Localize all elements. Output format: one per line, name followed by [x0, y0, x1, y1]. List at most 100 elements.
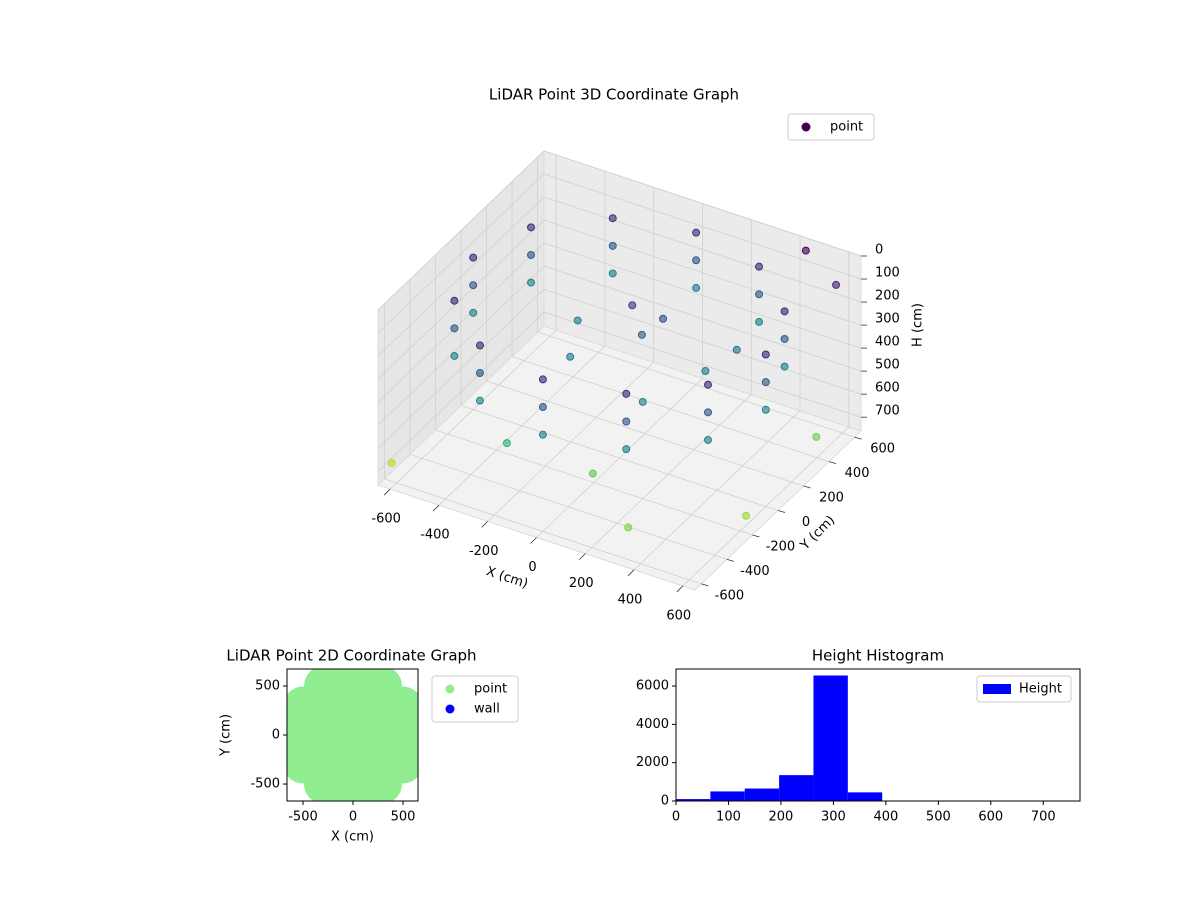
- tick-mark: [854, 436, 862, 440]
- point: [659, 314, 668, 323]
- grid-line: [377, 196, 545, 357]
- y-tick-label: 400: [845, 466, 870, 481]
- point: [538, 430, 547, 439]
- legend-label: wall: [474, 702, 500, 717]
- grid-line: [543, 288, 862, 395]
- grid-line: [377, 150, 545, 311]
- y-tick-label: 600: [870, 442, 895, 457]
- x-tick-label: 200: [769, 810, 794, 825]
- point: [475, 369, 484, 378]
- bar: [813, 675, 848, 801]
- point: [538, 403, 547, 412]
- x-tick-label: 400: [618, 592, 643, 607]
- point: [608, 214, 617, 223]
- point: [832, 280, 841, 289]
- y-tick-label: 6000: [636, 679, 669, 694]
- point: [761, 405, 770, 414]
- grid-line: [511, 356, 830, 462]
- grid-line: [377, 242, 545, 403]
- x-tick-label: 600: [978, 810, 1003, 825]
- point: [701, 366, 710, 375]
- tick-mark: [828, 461, 837, 464]
- point: [469, 253, 478, 262]
- grid-line: [377, 265, 545, 426]
- legend-box: [787, 113, 875, 141]
- x-tick-label: 400: [873, 810, 898, 825]
- chart-title: Height Histogram: [812, 647, 944, 665]
- point: [573, 316, 582, 325]
- x-tick-label: 700: [1031, 810, 1056, 825]
- point: [450, 351, 459, 360]
- point: [475, 396, 484, 405]
- z-tick-label: 300: [875, 312, 900, 327]
- z-tick-label: 600: [875, 381, 900, 396]
- point: [566, 352, 575, 361]
- bar: [847, 792, 883, 801]
- grid-line: [543, 242, 862, 349]
- bar: [744, 788, 780, 801]
- tick-mark: [432, 504, 440, 512]
- point: [703, 435, 712, 444]
- x-axis-label: X (cm): [331, 830, 374, 845]
- x-tick-label: -400: [420, 528, 450, 543]
- tick-mark: [701, 583, 709, 587]
- point: [780, 307, 789, 316]
- legend-label: Height: [1019, 682, 1062, 697]
- y-tick-label: -400: [740, 564, 770, 579]
- y-tick-label: 2000: [636, 755, 669, 770]
- tick-mark: [803, 485, 811, 489]
- point: [732, 345, 741, 354]
- point: [588, 469, 597, 478]
- chart-title: LiDAR Point 3D Coordinate Graph: [489, 86, 739, 104]
- axes-frame: [675, 668, 1081, 802]
- point: [637, 330, 646, 339]
- y-tick-label: 0: [272, 728, 280, 743]
- legend-box: [976, 675, 1072, 703]
- x-tick-label: 300: [821, 810, 846, 825]
- z-tick-label: 400: [875, 335, 900, 350]
- x-tick-label: 0: [672, 810, 680, 825]
- point: [450, 296, 459, 305]
- point: [628, 301, 637, 310]
- point: [383, 743, 418, 784]
- point: [387, 458, 396, 467]
- point: [469, 281, 478, 290]
- grid-line: [543, 219, 862, 326]
- bar: [779, 775, 814, 801]
- point: [538, 375, 547, 384]
- point: [502, 439, 511, 448]
- bar: [676, 799, 711, 801]
- point: [755, 290, 764, 299]
- point: [622, 417, 631, 426]
- grid-line: [377, 288, 545, 449]
- x-tick-label: 500: [926, 810, 951, 825]
- tick-mark: [530, 537, 537, 544]
- point: [742, 511, 751, 520]
- chart-title: LiDAR Point 2D Coordinate Graph: [226, 647, 476, 665]
- legend-marker: [801, 122, 811, 132]
- point: [761, 350, 770, 359]
- z-tick-label: 200: [875, 289, 900, 304]
- z-tick-label: 100: [875, 266, 900, 281]
- legend-label: point: [474, 682, 507, 697]
- grid-line: [435, 429, 753, 536]
- legend-marker: [445, 684, 455, 694]
- grid-line: [377, 311, 545, 472]
- grid-line: [409, 454, 728, 560]
- grid-line: [543, 196, 862, 303]
- z-tick-label: 0: [875, 243, 883, 258]
- tick-mark: [627, 569, 635, 577]
- y-tick-label: 500: [255, 678, 280, 693]
- grid-line: [543, 311, 862, 418]
- x-tick-label: -500: [288, 810, 318, 825]
- point: [703, 380, 712, 389]
- point: [527, 250, 536, 259]
- point: [692, 228, 701, 237]
- grid-line: [543, 265, 862, 372]
- grid-line: [460, 405, 779, 511]
- point: [450, 324, 459, 333]
- point: [608, 241, 617, 250]
- x-tick-label: 100: [716, 810, 741, 825]
- point: [608, 269, 617, 278]
